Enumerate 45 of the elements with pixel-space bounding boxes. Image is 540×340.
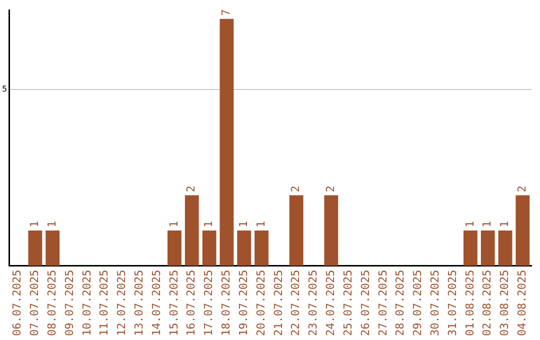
x-tick-label: 14.07.2025: [150, 270, 163, 336]
x-tick-label: 09.07.2025: [62, 270, 76, 336]
x-tick-label: 13.07.2025: [132, 270, 146, 336]
data-label: 1: [45, 220, 58, 228]
data-label: 1: [498, 220, 512, 228]
data-label: 1: [202, 220, 216, 228]
data-label: 1: [167, 220, 180, 228]
data-label: 2: [184, 186, 198, 192]
x-tick-label: 25.07.2025: [341, 270, 354, 336]
data-label: 2: [289, 186, 302, 192]
data-label: 2: [516, 186, 529, 192]
x-tick-label: 12.07.2025: [115, 270, 128, 336]
x-tick-label: 24.07.2025: [324, 270, 338, 336]
x-tick-label: 26.07.2025: [358, 270, 372, 336]
x-tick-label: 30.07.2025: [428, 270, 442, 336]
x-tick-label: 08.07.2025: [45, 270, 58, 336]
x-tick-label: 17.07.2025: [202, 270, 216, 336]
x-tick-label: 15.07.2025: [167, 270, 180, 336]
x-tick-label: 31.07.2025: [446, 270, 459, 336]
x-tick-label: 07.07.2025: [28, 270, 42, 336]
x-tick-label: 22.07.2025: [289, 270, 302, 336]
x-tick-label: 10.07.2025: [80, 270, 94, 336]
x-tick-label: 06.07.2025: [10, 270, 24, 336]
data-label: 7: [220, 9, 233, 16]
x-tick-label: 16.07.2025: [184, 270, 198, 336]
x-tick-label: 11.07.2025: [98, 270, 111, 336]
data-label: 1: [480, 220, 494, 228]
x-tick-label: 03.08.2025: [498, 270, 512, 336]
data-label: 1: [28, 220, 42, 228]
x-tick-label: 01.08.2025: [463, 270, 476, 336]
data-label: 2: [324, 186, 338, 192]
x-tick-label: 21.07.2025: [272, 270, 285, 336]
x-tick-label: 20.07.2025: [254, 270, 268, 336]
x-tick-label: 23.07.2025: [306, 270, 320, 336]
x-tick-label: 02.08.2025: [480, 270, 494, 336]
data-label: 1: [254, 220, 268, 228]
x-tick-label: 28.07.2025: [394, 270, 407, 336]
x-tick-label: 29.07.2025: [411, 270, 424, 336]
x-tick-label: 27.07.2025: [376, 270, 390, 336]
y-tick-label: 5: [2, 84, 8, 94]
x-tick-label: 18.07.2025: [220, 270, 233, 336]
x-tick-label: 04.08.2025: [516, 270, 529, 336]
data-label: 1: [463, 220, 476, 228]
data-label: 1: [236, 220, 250, 228]
x-tick-label: 19.07.2025: [236, 270, 250, 336]
